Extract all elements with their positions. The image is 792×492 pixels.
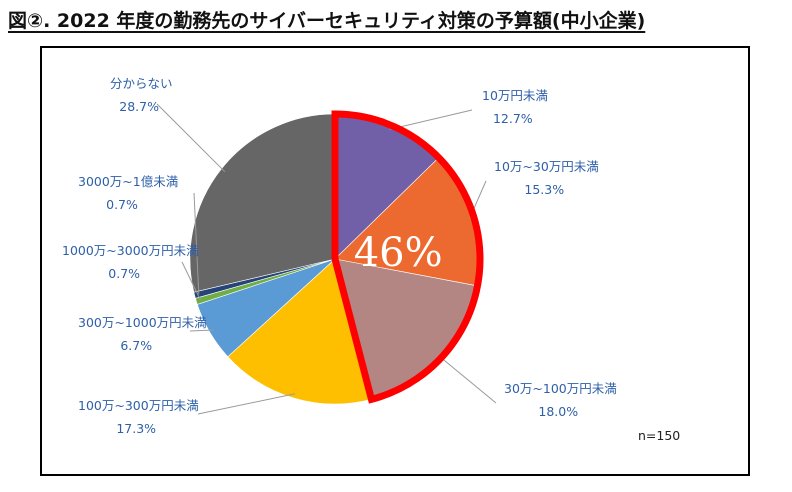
slice-category-label: 分からない bbox=[110, 76, 173, 91]
slice-category-label: 10万円未満 bbox=[482, 88, 548, 103]
leader-line bbox=[181, 261, 201, 301]
highlight-percent: 46% bbox=[354, 230, 443, 276]
slice-value-label: 0.7% bbox=[106, 197, 138, 212]
slice-value-label: 28.7% bbox=[119, 99, 159, 114]
slice-labels: 10万円未満 12.7% 10万~30万円未満 15.3% 30万~100万円未満 18.… bbox=[62, 76, 617, 436]
slice-category-label: 10万~30万円未満 bbox=[494, 159, 599, 174]
slice-value-label: 18.0% bbox=[538, 404, 578, 419]
chart-title: 図②. 2022 年度の勤務先のサイバーセキュリティ対策の予算額(中小企業) bbox=[8, 10, 646, 32]
leader-line bbox=[156, 103, 226, 173]
sample-size-note: n=150 bbox=[638, 428, 680, 443]
highlight-outline bbox=[331, 110, 484, 404]
pie-slice bbox=[227, 258, 372, 405]
leader-line bbox=[389, 109, 473, 130]
slice-value-label: 15.3% bbox=[524, 182, 564, 197]
pie-chart: 10万円未満 12.7% 10万~30万円未満 15.3% 30万~100万円未満 18.… bbox=[62, 76, 680, 443]
slice-value-label: 12.7% bbox=[493, 111, 533, 126]
slice-value-label: 0.7% bbox=[108, 266, 140, 281]
slice-category-label: 30万~100万円未満 bbox=[504, 381, 617, 396]
pie-slices bbox=[189, 113, 481, 405]
leader-lines bbox=[156, 103, 497, 415]
slice-value-label: 6.7% bbox=[120, 338, 152, 353]
leader-line bbox=[437, 354, 497, 404]
slice-value-label: 17.3% bbox=[116, 421, 156, 436]
leader-line bbox=[193, 192, 200, 295]
slice-category-label: 1000万~3000万円未満 bbox=[62, 243, 199, 258]
slice-category-label: 3000万~1億未満 bbox=[78, 174, 178, 189]
slice-category-label: 100万~300万円未満 bbox=[78, 398, 199, 413]
leader-line bbox=[189, 329, 214, 332]
slice-category-label: 300万~1000万円未満 bbox=[78, 315, 207, 330]
leader-line bbox=[197, 393, 296, 415]
chart-frame: 10万円未満 12.7% 10万~30万円未満 15.3% 30万~100万円未満 18.… bbox=[40, 46, 750, 476]
